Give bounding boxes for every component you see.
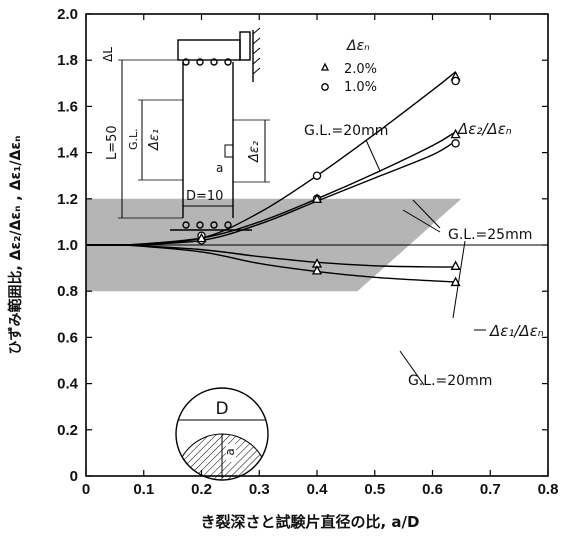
specimen-inset	[118, 27, 270, 231]
cross-section-inset	[175, 387, 269, 481]
y-tick-label: 0.4	[57, 376, 79, 393]
inset-eps2-label: Δε₂	[247, 141, 262, 163]
section-crack-label: a	[223, 448, 237, 455]
y-tick-labels: 0 0.2 0.4 0.6 0.8 1.0 1.2 1.4 1.6 1.8 2.0	[57, 6, 79, 485]
y-tick-label: 1.0	[57, 237, 78, 254]
data-point-triangle	[450, 276, 461, 287]
y-axis-label: ひずみ範囲比, Δε₂/Δεₙ , Δε₁/Δεₙ	[7, 135, 24, 354]
legend: Δεₙ 2.0% 1.0%	[320, 38, 377, 95]
x-tick-label: 0.4	[307, 481, 329, 498]
y-tick-label: 0.2	[57, 422, 78, 439]
x-tick-label: 0.3	[249, 481, 270, 498]
x-tick-label: 0.1	[133, 481, 154, 498]
annotation-arrow	[399, 350, 425, 386]
x-tick-label: 0.8	[538, 481, 559, 498]
x-tick-label: 0.5	[364, 481, 385, 498]
roller	[210, 221, 218, 229]
specimen-grip-side	[239, 31, 251, 61]
y-tick-label: 1.6	[57, 98, 78, 115]
annotation-arrow	[452, 240, 466, 319]
data-points	[196, 70, 461, 287]
roller	[196, 58, 204, 66]
x-tick-label: 0.6	[422, 481, 443, 498]
annotations	[365, 139, 486, 386]
data-point-triangle	[196, 232, 207, 243]
annotation-gl20-upper: G.L.=20mm	[304, 123, 388, 139]
tick-marks	[85, 13, 549, 477]
y-tick-label: 0	[70, 468, 78, 485]
y-tick-label: 2.0	[57, 6, 78, 23]
annotation-arrow	[365, 139, 381, 172]
data-point-circle	[312, 171, 322, 180]
annotation-arrow	[402, 209, 441, 233]
specimen-grip-top	[177, 39, 241, 61]
roller	[182, 58, 190, 66]
data-point-triangle	[450, 260, 461, 270]
y-tick-label: 0.6	[57, 329, 78, 346]
data-point-circle	[451, 76, 460, 86]
data-point-triangle	[450, 128, 461, 139]
roller	[224, 221, 232, 229]
y-tick-label: 1.2	[57, 191, 78, 208]
data-point-circle	[451, 139, 460, 148]
legend-entry-label: 2.0%	[344, 62, 377, 77]
crack-label-bg	[226, 444, 236, 462]
roller	[224, 58, 232, 66]
annotation-ratio1: Δε₁/Δεₙ	[489, 322, 544, 340]
crack-mark	[224, 144, 234, 158]
roller	[182, 221, 190, 229]
y-tick-label: 0.8	[57, 283, 78, 300]
data-point-triangle	[311, 193, 323, 203]
legend-triangle-marker	[320, 62, 330, 71]
x-axis-label: き裂深さと試験片直径の比, a/D	[201, 513, 420, 531]
legend-title: Δεₙ	[346, 38, 370, 54]
x-tick-labels: 0 0.1 0.2 0.3 0.4 0.5 0.6 0.7 0.8	[82, 481, 559, 498]
inset-gl-label: G.L.	[127, 128, 140, 150]
x-tick-label: 0.2	[191, 481, 212, 498]
annotation-gl20-lower: G.L.=20mm	[408, 373, 492, 389]
annotation-arrow	[412, 199, 441, 229]
x-tick-label: 0	[82, 481, 90, 498]
x-tick-label: 0.7	[480, 481, 501, 498]
annotation-gl25: G.L.=25mm	[448, 227, 532, 243]
inset-length-label: L=50	[105, 125, 120, 160]
y-tick-label: 1.4	[57, 145, 79, 162]
section-diameter-label: D	[215, 399, 228, 419]
annotation-ratio2: Δε₂/Δεₙ	[457, 120, 512, 138]
legend-entry-label: 1.0%	[344, 80, 377, 95]
inset-crack-label: a	[216, 161, 223, 175]
roller	[196, 221, 204, 229]
roller	[210, 58, 218, 66]
hatching	[252, 27, 261, 75]
legend-circle-marker	[321, 83, 329, 91]
inset-diameter-label: D=10	[186, 189, 223, 204]
inset-eps1-label: Δε₁	[147, 129, 162, 151]
inset-dl-label: ΔL	[101, 47, 115, 62]
y-tick-label: 1.8	[57, 52, 78, 69]
data-point-triangle	[311, 265, 323, 275]
